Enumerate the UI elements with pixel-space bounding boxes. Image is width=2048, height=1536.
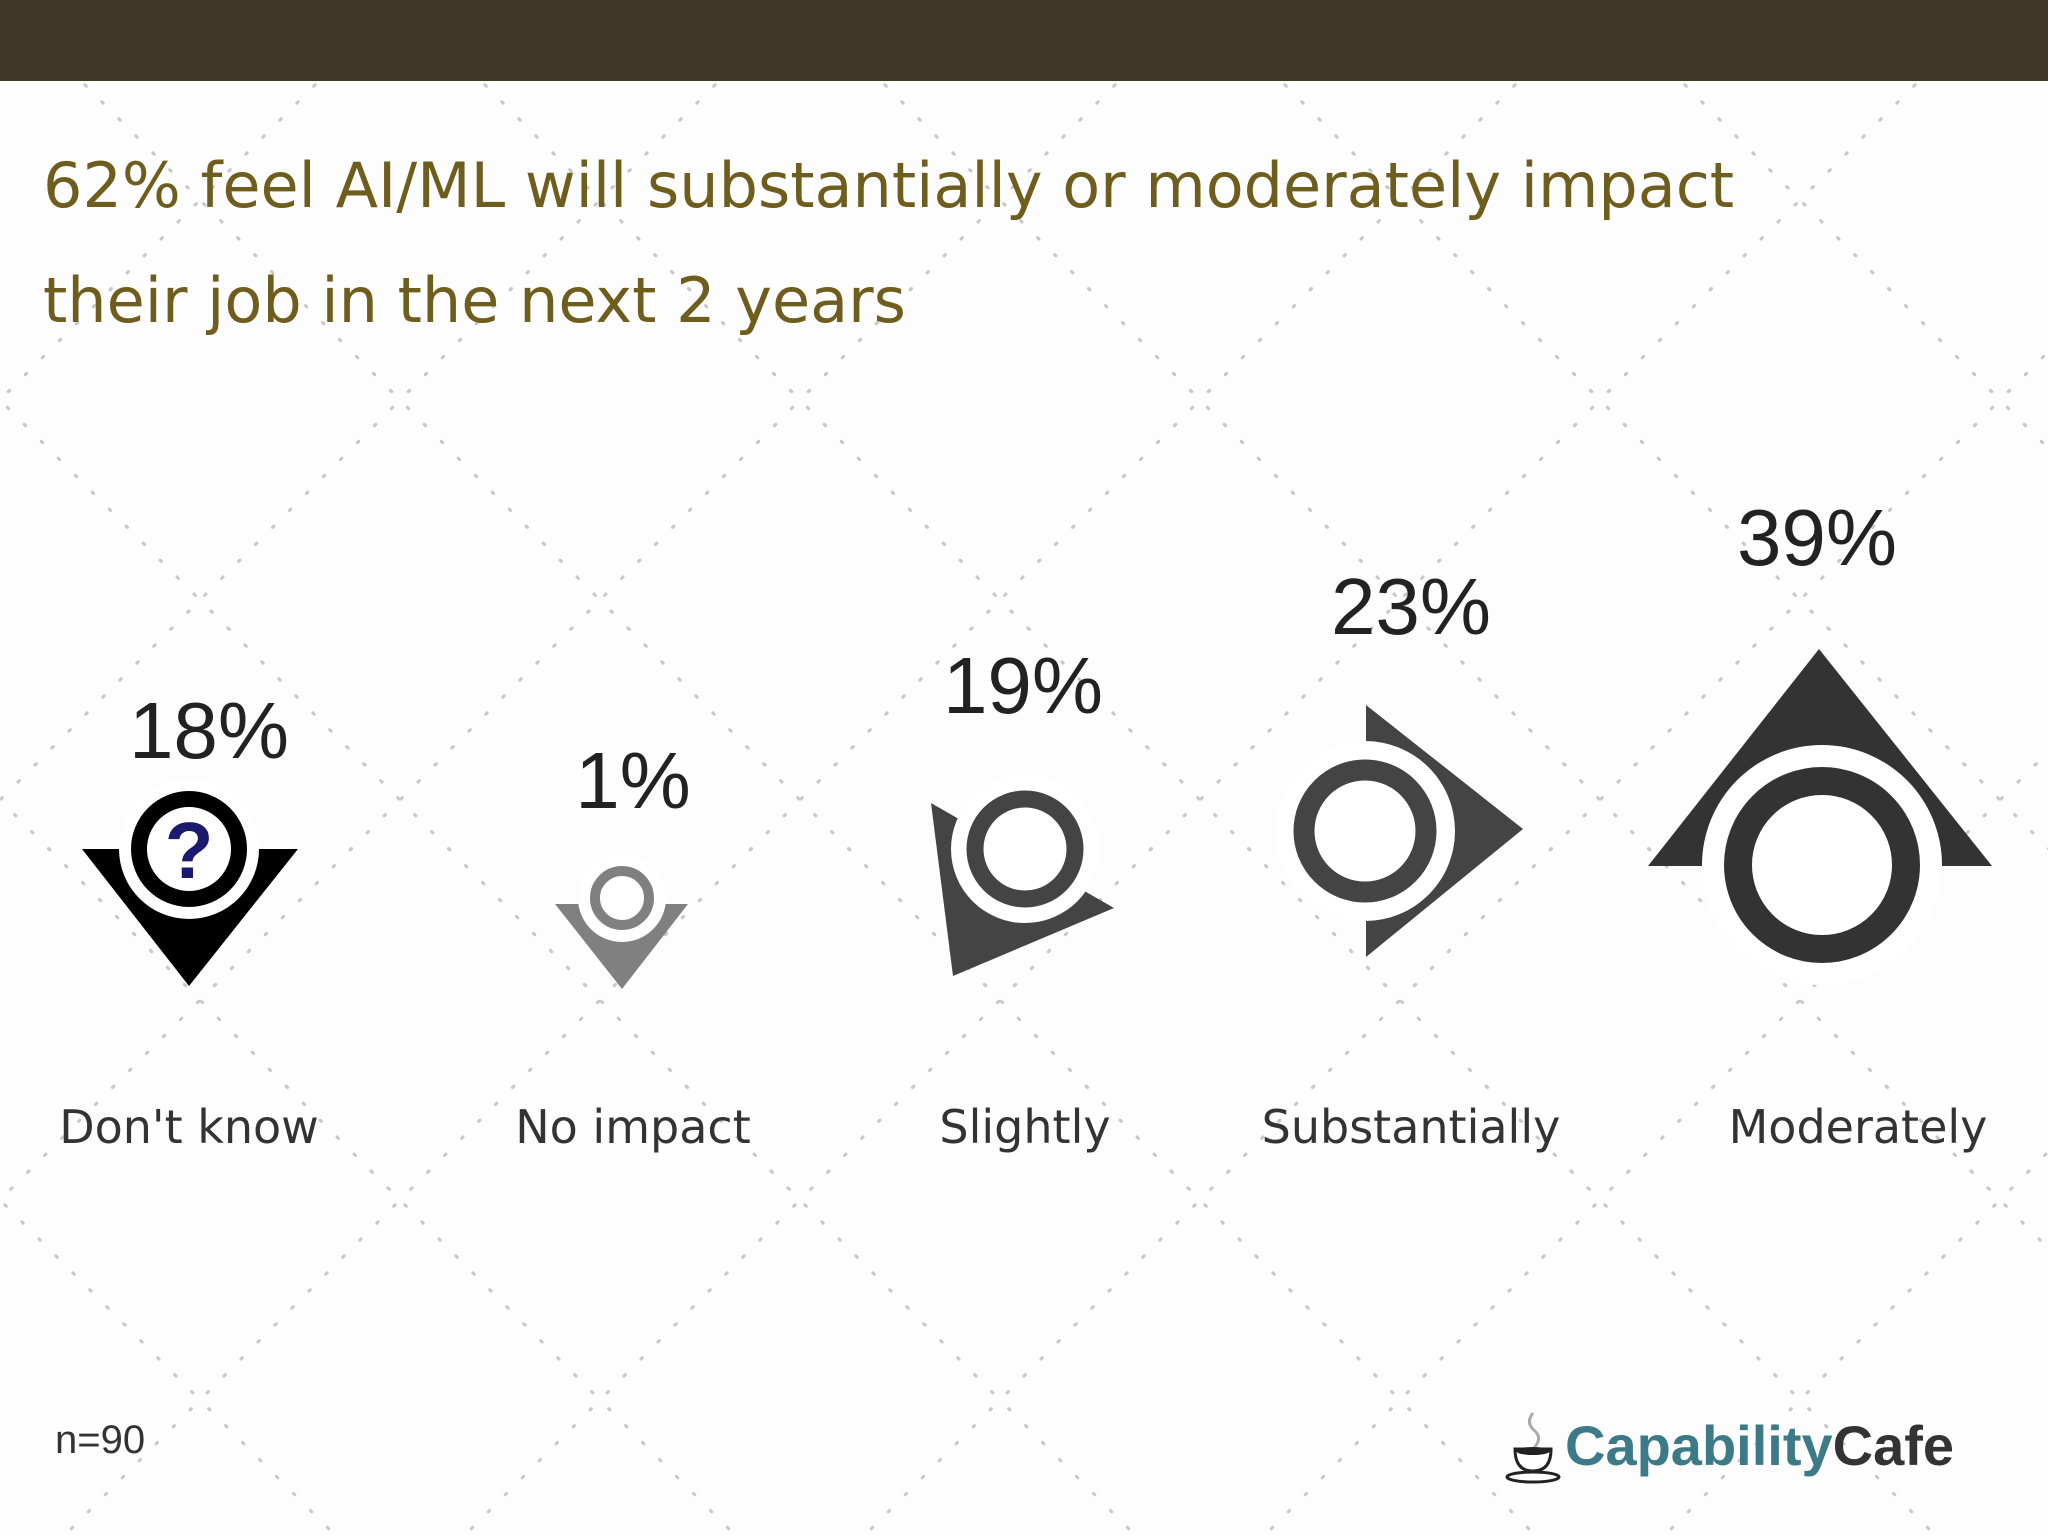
background-dotted-line xyxy=(0,0,1538,1536)
no-impact-icon xyxy=(555,854,688,989)
data-label-moderately: 39% xyxy=(1736,493,1898,582)
moderately-icon xyxy=(1648,649,1992,985)
category-label-slightly: Slightly xyxy=(939,1100,1111,1154)
data-label-slightly: 19% xyxy=(942,641,1104,730)
logo-text-capability: Capability xyxy=(1565,1413,1833,1477)
question-mark-icon: ? xyxy=(165,806,214,895)
slightly-icon xyxy=(931,775,1114,976)
background-dotted-line xyxy=(0,0,402,403)
background-dotted-line xyxy=(0,0,802,803)
background-dotted-line xyxy=(1598,0,2048,451)
coffee-cup-icon xyxy=(1505,1412,1561,1484)
data-label-substantially: 23% xyxy=(1330,562,1492,651)
logo-text-cafe: Cafe xyxy=(1832,1413,1955,1477)
top-bar xyxy=(0,0,2048,81)
background-dotted-line xyxy=(398,0,1938,1536)
background-dotted-line xyxy=(62,0,1602,1536)
data-label-no-impact: 1% xyxy=(575,736,691,825)
sample-size-note: n=90 xyxy=(55,1418,146,1462)
category-label-dont-know: Don't know xyxy=(59,1100,319,1154)
background-dotted-line xyxy=(798,0,2048,1251)
capability-cafe-logo: Capability Cafe xyxy=(1505,1405,1954,1485)
category-label-no-impact: No impact xyxy=(515,1100,751,1154)
dont-know-icon: ? xyxy=(82,779,298,986)
category-label-moderately: Moderately xyxy=(1728,1100,1988,1154)
background-dotted-line xyxy=(1198,0,2048,851)
category-label-substantially: Substantially xyxy=(1261,1100,1561,1154)
background-dotted-line xyxy=(0,0,1202,1203)
data-label-dont-know: 18% xyxy=(128,686,290,775)
background-dotted-line xyxy=(462,0,2002,1536)
substantially-icon xyxy=(1275,705,1523,957)
chart-title: 62% feel AI/ML will substantially or mod… xyxy=(43,149,1735,337)
